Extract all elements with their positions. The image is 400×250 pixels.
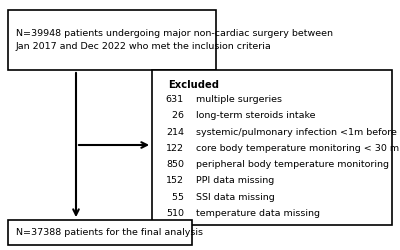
Bar (152, 70, 392, 225)
Text: 631: 631 (166, 95, 184, 104)
Text: N=37388 patients for the final analysis: N=37388 patients for the final analysis (16, 228, 203, 237)
Text: systemic/pulmonary infection <1m before surgery: systemic/pulmonary infection <1m before … (196, 128, 400, 136)
Text: Excluded: Excluded (168, 80, 219, 90)
Text: multiple surgeries: multiple surgeries (196, 95, 282, 104)
Text: 850: 850 (166, 160, 184, 169)
Text: N=39948 patients undergoing major non-cardiac surgery between
Jan 2017 and Dec 2: N=39948 patients undergoing major non-ca… (16, 29, 333, 51)
Text: PPI data missing: PPI data missing (196, 176, 274, 185)
Text: 152: 152 (166, 176, 184, 185)
Text: temperature data missing: temperature data missing (196, 209, 320, 218)
Text: 122: 122 (166, 144, 184, 153)
Text: 214: 214 (166, 128, 184, 136)
Text: peripheral body temperature monitoring: peripheral body temperature monitoring (196, 160, 389, 169)
Text: 55: 55 (169, 192, 184, 202)
Text: SSI data missing: SSI data missing (196, 192, 275, 202)
Text: 510: 510 (166, 209, 184, 218)
Bar (8, 10, 216, 70)
Text: 26: 26 (169, 111, 184, 120)
Text: core body temperature monitoring < 30 min: core body temperature monitoring < 30 mi… (196, 144, 400, 153)
Bar (8, 220, 192, 245)
Text: long-term steroids intake: long-term steroids intake (196, 111, 316, 120)
